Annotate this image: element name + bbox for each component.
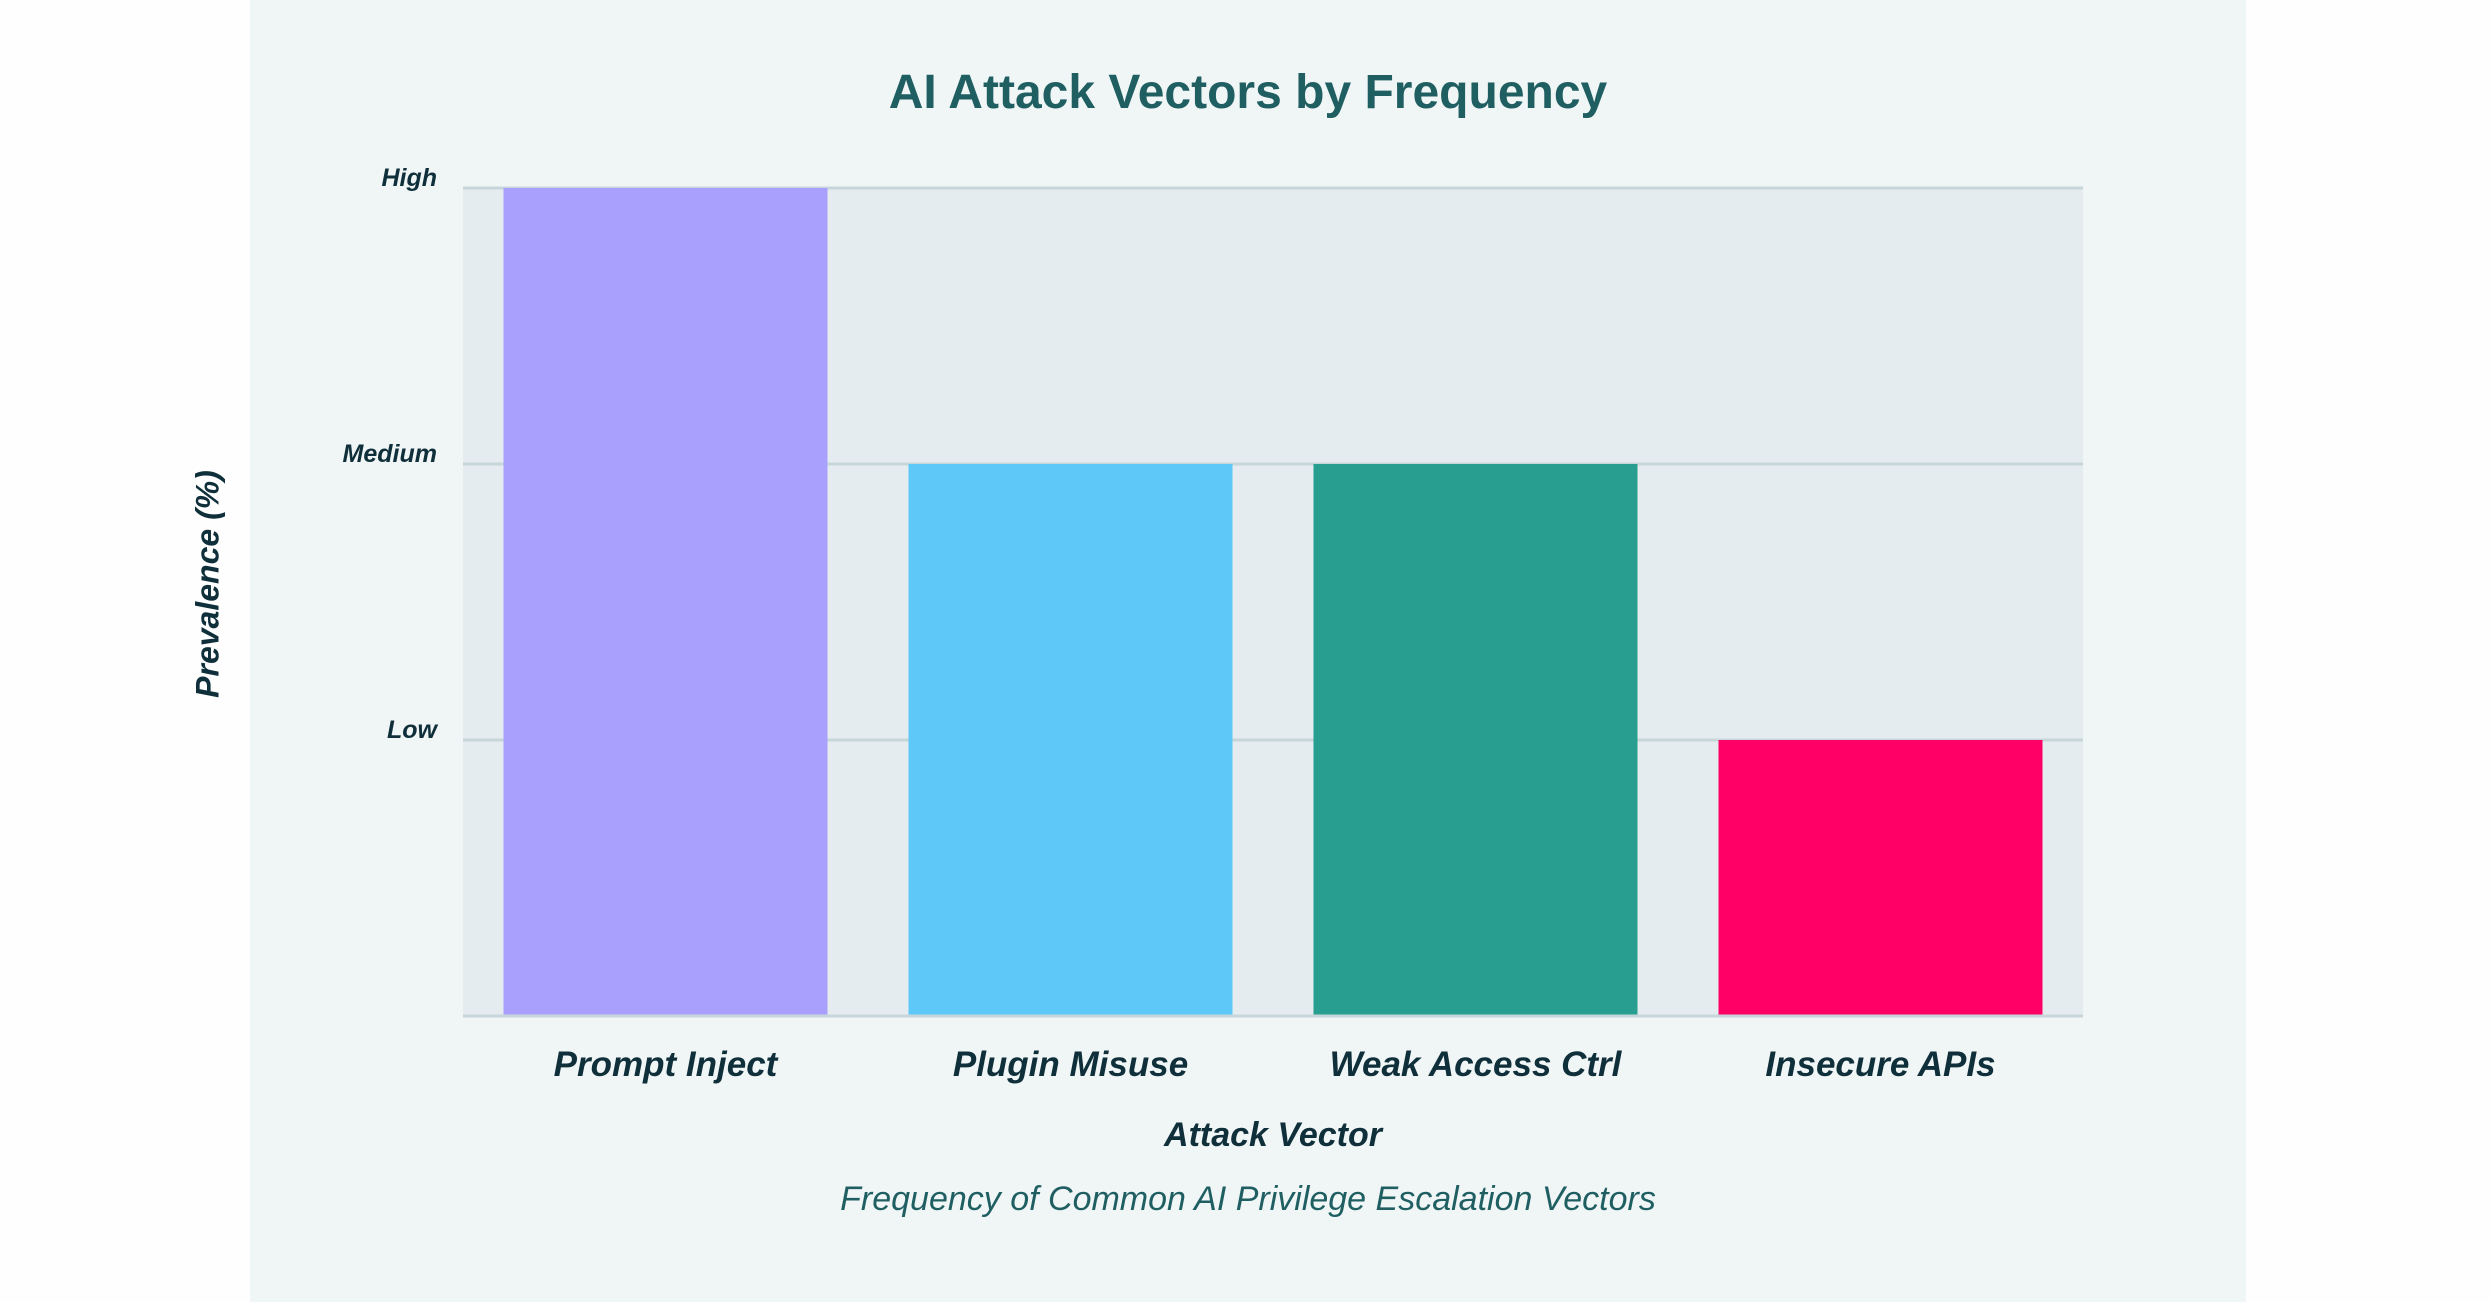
y-tick-label: High [381, 164, 437, 192]
x-tick-label: Insecure APIs [1765, 1045, 1995, 1084]
bar [1313, 464, 1638, 1016]
x-tick-label: Weak Access Ctrl [1330, 1045, 1623, 1084]
x-axis-label: Attack Vector [1164, 1116, 1382, 1154]
bar [503, 188, 828, 1016]
y-axis-label: Prevalence (%) [189, 470, 226, 698]
y-tick-labels: Low Medium High [343, 164, 439, 744]
bars [503, 188, 2043, 1016]
chart-subtitle: Frequency of Common AI Privilege Escalat… [840, 1180, 1656, 1218]
x-tick-labels: Prompt Inject Plugin Misuse Weak Access Ct… [554, 1045, 1996, 1084]
bar [908, 464, 1233, 1016]
y-tick-label: Low [387, 716, 439, 744]
chart-title: AI Attack Vectors by Frequency [888, 66, 1608, 119]
x-tick-label: Plugin Misuse [953, 1045, 1188, 1084]
x-tick-label: Prompt Inject [554, 1045, 779, 1084]
bar [1718, 740, 2043, 1016]
y-tick-label: Medium [343, 440, 437, 468]
